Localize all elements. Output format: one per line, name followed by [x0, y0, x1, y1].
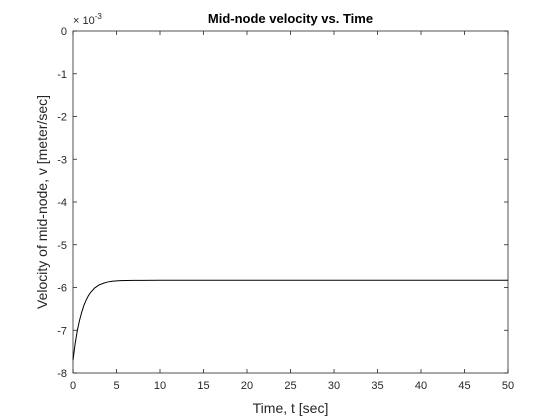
series-line-0	[72, 279, 508, 361]
series-layer	[72, 279, 508, 361]
x-tick-label: 25	[284, 380, 296, 392]
x-tick-label: 40	[415, 380, 427, 392]
y-tick-label: -4	[57, 197, 67, 209]
x-tick-label: 30	[328, 380, 340, 392]
y-tick-label: -5	[57, 240, 67, 252]
y-axis-exponent-base: × 10	[73, 15, 95, 27]
x-tick-label: 50	[502, 380, 514, 392]
chart-title: Mid-node velocity vs. Time	[208, 11, 373, 26]
x-tick-label: 5	[113, 380, 119, 392]
x-tick-label: 45	[458, 380, 470, 392]
y-tick-label: -7	[57, 325, 67, 337]
y-tick-label: 0	[61, 26, 67, 38]
x-tick-label: 0	[70, 380, 76, 392]
y-axis-exponent: × 10-3	[73, 12, 102, 27]
y-axis-exponent-power: -3	[95, 12, 103, 21]
plot-area: 0 5 10 15 20 25 30 35 40 45 50 0 -1 -2 -3 -4 -5 -6 -7 -8	[57, 26, 514, 392]
y-tick-label: -8	[57, 368, 67, 380]
x-tick-label: 35	[371, 380, 383, 392]
x-tick-label: 15	[197, 380, 209, 392]
y-tick-label: -6	[57, 283, 67, 295]
x-axis-label: Time, t [sec]	[253, 400, 329, 416]
y-tick-label: -1	[57, 69, 67, 81]
y-axis-label: Velocity of mid-node, v [meter/sec]	[34, 95, 50, 309]
axis-ticks: 0 5 10 15 20 25 30 35 40 45 50 0 -1 -2 -3 -4 -5 -6 -7 -8	[57, 26, 514, 392]
y-tick-label: -2	[57, 112, 67, 124]
x-tick-label: 20	[241, 380, 253, 392]
axes-box	[72, 30, 509, 374]
y-tick-label: -3	[57, 154, 67, 166]
x-tick-label: 10	[154, 380, 166, 392]
